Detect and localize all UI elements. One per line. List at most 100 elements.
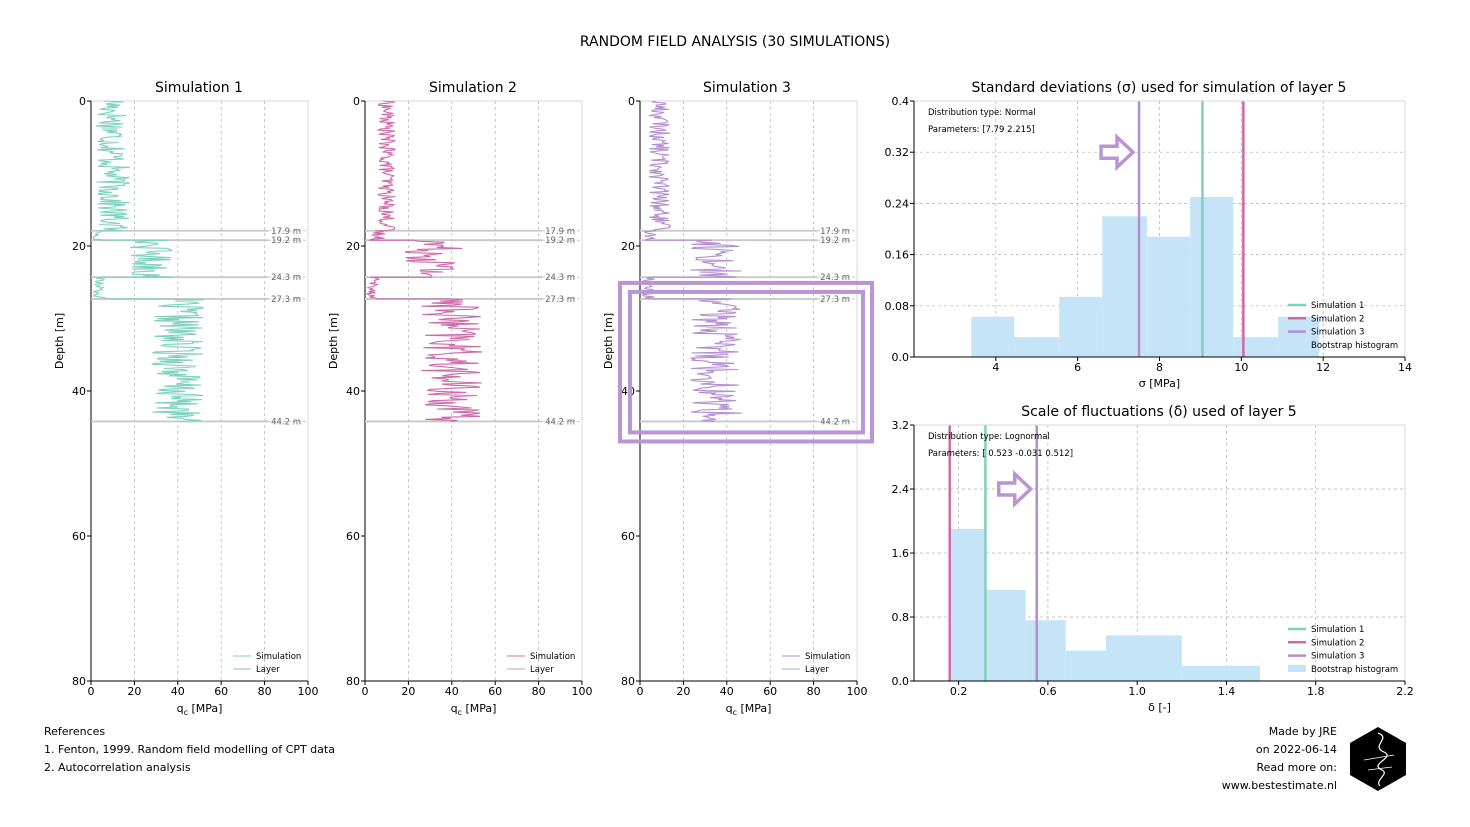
y-axis-label: Depth [m] [602,313,615,369]
y-tick-label: 0 [353,95,360,108]
arrow-marker [997,469,1034,509]
x-axis-label: δ [-] [1148,701,1171,714]
x-tick-label: 0.6 [1039,685,1057,698]
credit-read-more: Read more on: [1256,761,1337,774]
y-tick-label: 80 [621,675,635,688]
highlight-box-inner [628,289,865,435]
x-axis-label: qc [MPa] [177,702,223,717]
x-tick-label: 20 [401,685,415,698]
x-axis-label-subscript: c [733,708,737,717]
y-tick-label: 60 [621,530,635,543]
simulation-trace [92,100,204,422]
simulation-1-plot: Simulation 1 0 20 40 60 80 100 0 20 40 60 80 qc [MP… [53,80,319,717]
credit-date: on 2022-06-14 [1255,743,1337,756]
x-tick-label: 100 [572,685,593,698]
legend-simulation-label: Simulation [256,652,301,662]
y-tick-label: 80 [72,675,86,688]
y-tick-label: 3.2 [892,419,910,432]
histogram-bar [1147,236,1191,357]
x-axis-label-subscript: c [184,708,188,717]
histogram-bar [1065,650,1106,681]
x-tick-label: 40 [445,685,459,698]
legend-swatch [1288,664,1306,672]
legend-label: Simulation 3 [1311,652,1364,662]
y-tick-label: 0.08 [885,300,910,313]
legend-label: Simulation 3 [1311,328,1364,338]
layer-boundary-label: 44.2 m [545,417,575,427]
layer-boundary-label: 19.2 m [271,236,301,246]
layer-boundary-label: 44.2 m [820,417,850,427]
legend-simulation-label: Simulation [530,652,575,662]
layer-boundary-label: 17.9 m [271,227,301,237]
y-tick-label: 0.8 [892,611,910,624]
y-tick-label: 80 [346,675,360,688]
layer-boundary-label: 27.3 m [545,295,575,305]
histogram-bar [985,589,1026,681]
y-axis-label: Depth [m] [327,313,340,369]
x-axis-label-unit: [MPa] [737,702,771,715]
layer-boundary-label: 27.3 m [820,295,850,305]
x-axis-label-subscript: c [458,708,462,717]
hist-title: Scale of fluctuations (δ) used of layer … [1021,404,1296,420]
layer-boundary-label: 17.9 m [545,227,575,237]
histogram-bar [1014,337,1060,357]
x-tick-label: 40 [720,685,734,698]
y-tick-label: 20 [621,240,635,253]
simulation-2-plot: Simulation 2 0 20 40 60 80 100 0 20 40 60 80 qc [MP… [327,80,593,717]
legend-swatch [1288,340,1306,348]
plot-title: Simulation 3 [703,80,791,96]
y-tick-label: 20 [346,240,360,253]
y-tick-label: 60 [346,530,360,543]
legend-label: Bootstrap histogram [1311,341,1398,351]
y-tick-label: 0.4 [892,95,910,108]
credits: Made by JRE on 2022-06-14 Read more on: … [1222,723,1337,795]
credit-link[interactable]: www.bestestimate.nl [1221,779,1337,792]
legend-layer-label: Layer [256,665,280,675]
reference-item: 1. Fenton, 1999. Random field modelling … [44,743,335,756]
hexagon-logo [1350,727,1406,791]
layer-boundary-label: 24.3 m [545,273,575,283]
legend-layer-label: Layer [805,665,829,675]
y-tick-label: 0.0 [892,351,910,364]
histogram-bar [1102,216,1148,357]
histogram-bar [1233,337,1279,357]
y-tick-label: 2.4 [892,483,910,496]
histogram-bar [1278,316,1320,357]
x-tick-label: 80 [532,685,546,698]
x-axis-label-unit: [MPa] [188,702,222,715]
x-axis-label-unit: [MPa] [462,702,496,715]
histogram-bar [1059,296,1103,357]
simulation-trace [366,100,483,422]
legend-label: Simulation 1 [1311,301,1364,311]
y-tick-label: 0.32 [885,146,910,159]
x-tick-label: 2.2 [1396,685,1414,698]
references-heading: References [44,725,106,738]
delta-histogram: Scale of fluctuations (δ) used of layer … [892,404,1414,714]
y-tick-label: 0.16 [885,249,910,262]
layer-boundary-label: 27.3 m [271,295,301,305]
layer-boundary-label: 19.2 m [545,236,575,246]
x-axis-label: qc [MPa] [451,702,497,717]
histogram-bar [1105,635,1182,681]
annotation-text: Distribution type: Lognormal [928,432,1050,442]
x-tick-label: 6 [1074,361,1081,374]
y-tick-label: 40 [72,385,86,398]
x-tick-label: 1.8 [1307,685,1325,698]
x-tick-label: 4 [992,361,999,374]
y-tick-label: 0 [79,95,86,108]
histogram-bar [1025,620,1066,681]
layer-boundary-label: 17.9 m [820,227,850,237]
layer-boundary-label: 24.3 m [820,273,850,283]
legend-label: Simulation 2 [1311,638,1364,648]
plot-title: Simulation 2 [429,80,517,96]
y-tick-label: 0.24 [885,197,910,210]
x-tick-label: 1.0 [1128,685,1146,698]
y-tick-label: 1.6 [892,547,910,560]
x-tick-label: 60 [488,685,502,698]
x-tick-label: 14 [1398,361,1412,374]
x-tick-label: 0 [362,685,369,698]
figure-title: RANDOM FIELD ANALYSIS (30 SIMULATIONS) [580,34,890,50]
legend-layer-label: Layer [530,665,554,675]
legend-simulation-label: Simulation [805,652,850,662]
histogram-bar [1190,197,1234,357]
